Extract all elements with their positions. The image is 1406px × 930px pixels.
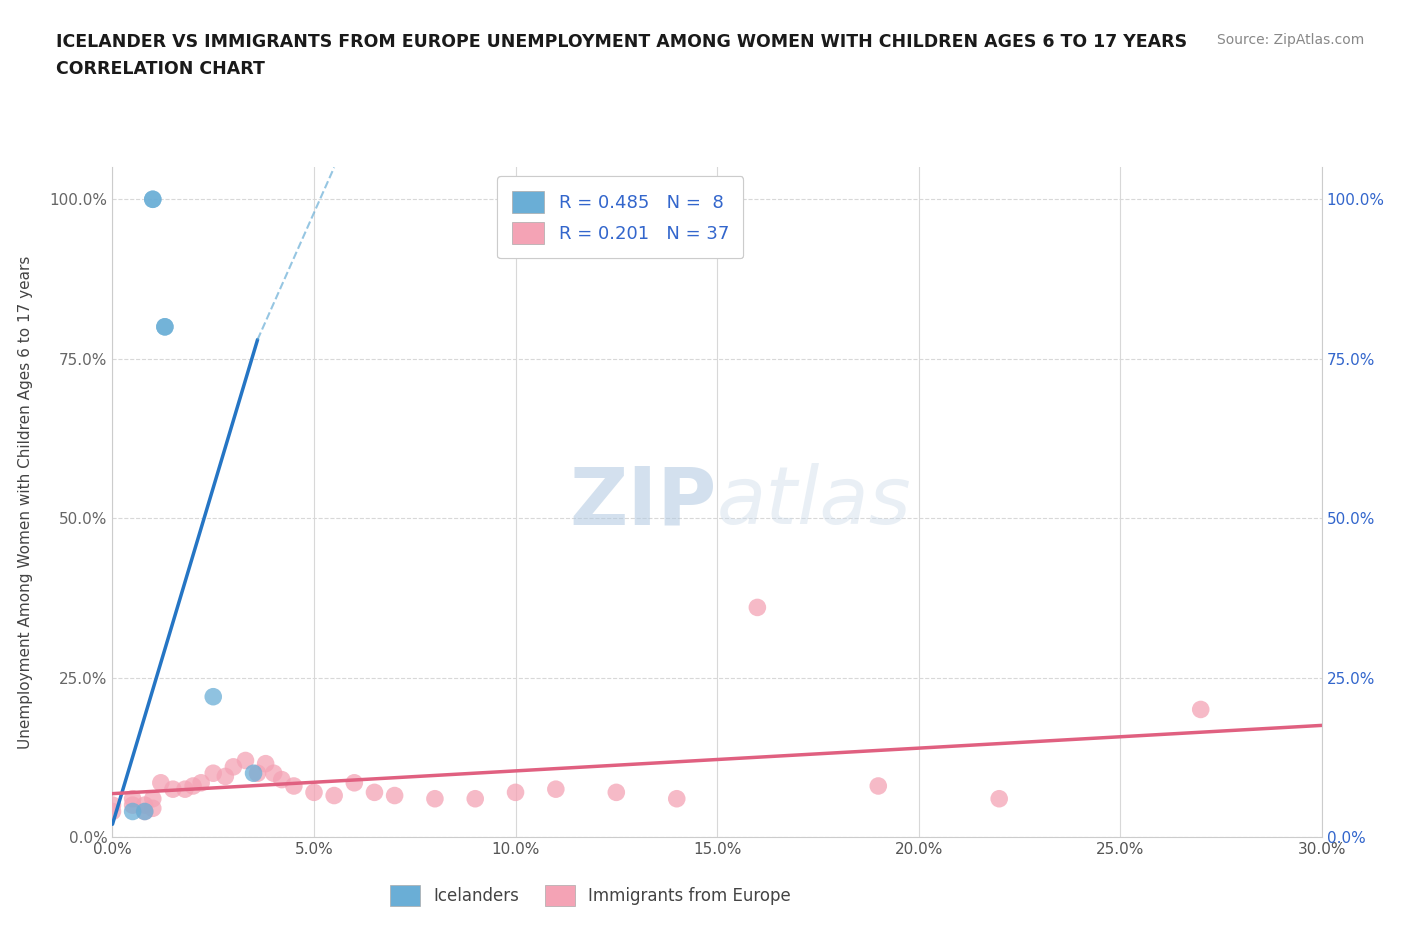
Point (134, 804, 156, 819)
Text: ZIP: ZIP (569, 463, 717, 541)
Point (142, 801, 165, 816)
Point (343, 776, 366, 790)
Point (1189, 702, 1212, 717)
Legend: R = 0.485   N =  8, R = 0.201   N = 37: R = 0.485 N = 8, R = 0.201 N = 37 (498, 177, 744, 259)
Point (134, 804, 156, 819)
Point (747, 600, 769, 615)
Point (202, 689, 225, 704)
Point (263, 765, 285, 780)
Point (505, 785, 527, 800)
Point (121, 798, 143, 813)
Point (222, 760, 245, 775)
Point (423, 791, 446, 806)
Point (214, 769, 236, 784)
Point (121, 804, 143, 819)
Point (988, 791, 1011, 806)
Point (190, 776, 212, 790)
Text: ICELANDER VS IMMIGRANTS FROM EUROPE UNEMPLOYMENT AMONG WOMEN WITH CHILDREN AGES : ICELANDER VS IMMIGRANTS FROM EUROPE UNEM… (56, 33, 1187, 50)
Point (142, 192, 165, 206)
Point (605, 785, 627, 800)
Point (181, 778, 204, 793)
Point (665, 791, 688, 806)
Point (246, 765, 269, 780)
Point (323, 788, 346, 803)
Point (254, 756, 277, 771)
Point (153, 319, 176, 334)
Text: CORRELATION CHART: CORRELATION CHART (56, 60, 266, 78)
Legend: Icelanders, Immigrants from Europe: Icelanders, Immigrants from Europe (384, 879, 797, 912)
Point (302, 785, 325, 800)
Point (464, 791, 486, 806)
Point (149, 776, 172, 790)
Point (283, 778, 305, 793)
Point (142, 791, 165, 806)
Point (153, 319, 176, 334)
Point (134, 798, 156, 813)
Point (868, 778, 890, 793)
Point (235, 753, 257, 768)
Point (202, 765, 225, 780)
Point (242, 765, 264, 780)
Point (162, 782, 184, 797)
Point (270, 772, 292, 787)
Text: atlas: atlas (717, 463, 912, 541)
Point (384, 788, 406, 803)
Point (101, 804, 124, 819)
Point (544, 782, 567, 797)
Point (142, 192, 165, 206)
Point (174, 782, 197, 797)
Point (101, 798, 124, 813)
Point (121, 791, 143, 806)
Text: Source: ZipAtlas.com: Source: ZipAtlas.com (1216, 33, 1364, 46)
Y-axis label: Unemployment Among Women with Children Ages 6 to 17 years: Unemployment Among Women with Children A… (18, 256, 32, 749)
Point (363, 785, 385, 800)
